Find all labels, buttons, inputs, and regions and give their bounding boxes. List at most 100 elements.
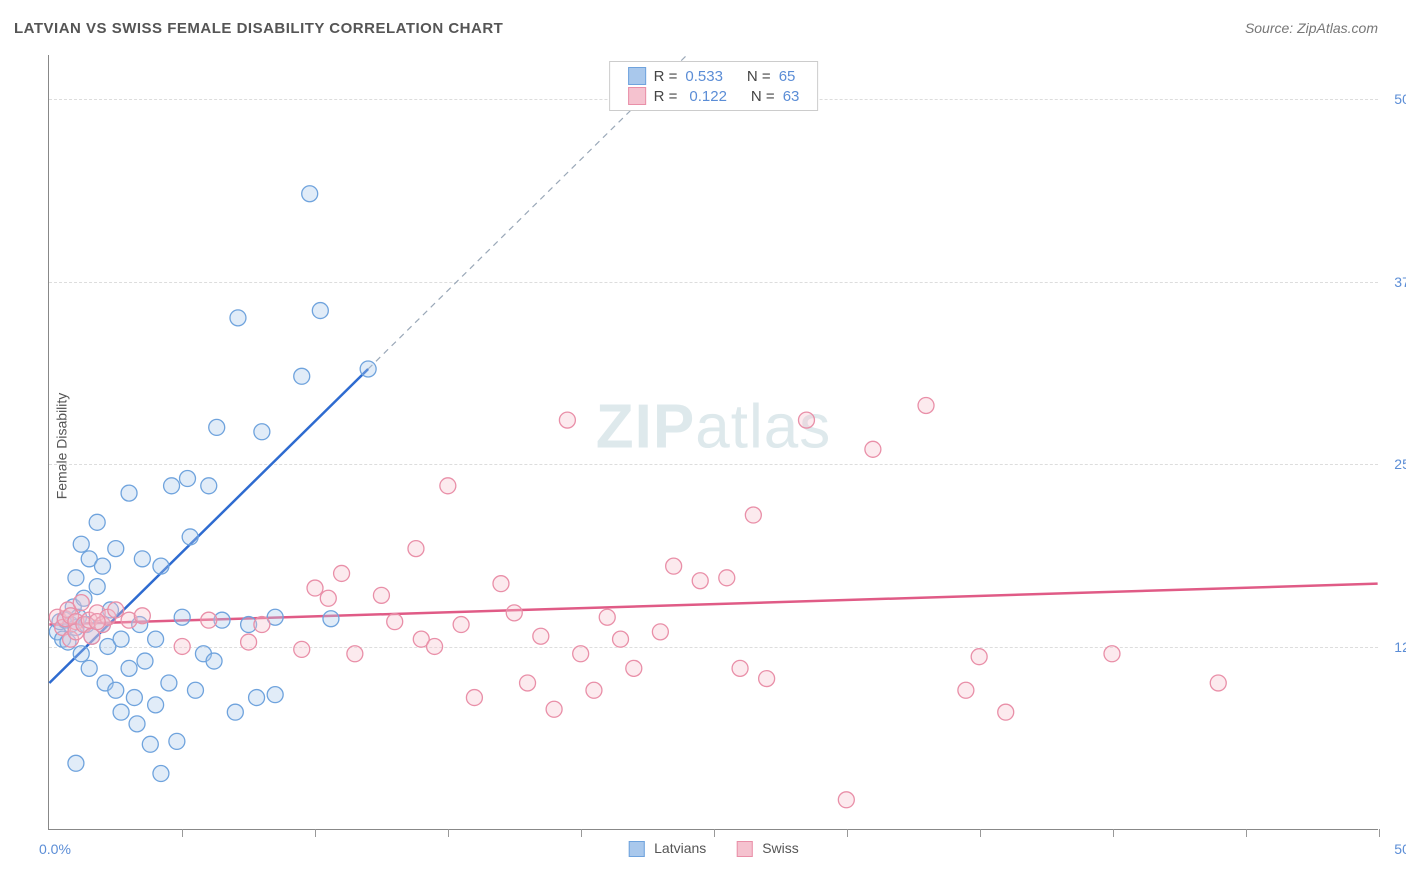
data-point-latvians	[187, 682, 203, 698]
source-attribution: Source: ZipAtlas.com	[1245, 20, 1378, 36]
n-value-latvians: 65	[779, 68, 796, 85]
data-point-swiss	[134, 608, 150, 624]
x-tick	[581, 829, 582, 837]
x-tick	[714, 829, 715, 837]
data-point-latvians	[134, 551, 150, 567]
x-tick	[448, 829, 449, 837]
data-point-swiss	[307, 580, 323, 596]
r-label: R =	[654, 68, 678, 85]
data-point-latvians	[89, 514, 105, 530]
data-point-swiss	[520, 675, 536, 691]
data-point-swiss	[971, 649, 987, 665]
data-point-latvians	[209, 419, 225, 435]
data-point-latvians	[113, 704, 129, 720]
legend-stats-swatch-latvians	[628, 67, 646, 85]
legend-label-swiss: Swiss	[762, 840, 799, 856]
data-point-latvians	[81, 660, 97, 676]
data-point-latvians	[137, 653, 153, 669]
data-point-latvians	[174, 609, 190, 625]
data-point-latvians	[161, 675, 177, 691]
y-tick-label: 25.0%	[1394, 456, 1406, 472]
data-point-swiss	[573, 646, 589, 662]
data-point-latvians	[126, 690, 142, 706]
data-point-swiss	[320, 590, 336, 606]
data-point-latvians	[360, 361, 376, 377]
data-point-latvians	[169, 733, 185, 749]
legend-swatch-swiss	[736, 841, 752, 857]
data-point-swiss	[918, 398, 934, 414]
legend-bottom: Latvians Swiss	[628, 840, 799, 857]
data-point-latvians	[302, 186, 318, 202]
data-point-latvians	[68, 570, 84, 586]
scatter-svg	[49, 55, 1378, 829]
data-point-swiss	[73, 595, 89, 611]
data-point-latvians	[182, 529, 198, 545]
data-point-swiss	[692, 573, 708, 589]
data-point-swiss	[958, 682, 974, 698]
legend-stats-box: R = 0.533 N = 65 R = 0.122 N = 63	[609, 61, 819, 111]
data-point-swiss	[201, 612, 217, 628]
data-point-latvians	[94, 558, 110, 574]
data-point-swiss	[745, 507, 761, 523]
data-point-swiss	[334, 565, 350, 581]
data-point-swiss	[613, 631, 629, 647]
data-point-swiss	[719, 570, 735, 586]
x-tick	[1379, 829, 1380, 837]
data-point-latvians	[121, 485, 137, 501]
plot-area: ZIPatlas 12.5%25.0%37.5%50.0% 0.0% 50.0%…	[48, 55, 1378, 830]
n-value-swiss: 63	[783, 88, 800, 105]
data-point-swiss	[798, 412, 814, 428]
legend-item-swiss: Swiss	[736, 840, 798, 857]
data-point-latvians	[254, 424, 270, 440]
data-point-swiss	[427, 638, 443, 654]
data-point-latvians	[121, 660, 137, 676]
data-point-latvians	[113, 631, 129, 647]
x-tick	[847, 829, 848, 837]
data-point-latvians	[108, 541, 124, 557]
legend-stats-swatch-swiss	[628, 87, 646, 105]
data-point-swiss	[493, 576, 509, 592]
legend-stats-row-latvians: R = 0.533 N = 65	[628, 66, 800, 86]
n-label: N =	[751, 88, 775, 105]
legend-stats-row-swiss: R = 0.122 N = 63	[628, 86, 800, 106]
legend-swatch-latvians	[628, 841, 644, 857]
data-point-swiss	[559, 412, 575, 428]
data-point-latvians	[73, 536, 89, 552]
data-point-latvians	[206, 653, 222, 669]
data-point-swiss	[254, 617, 270, 633]
data-point-latvians	[312, 303, 328, 319]
x-tick	[1113, 829, 1114, 837]
data-point-swiss	[533, 628, 549, 644]
data-point-latvians	[230, 310, 246, 326]
data-point-latvians	[164, 478, 180, 494]
data-point-latvians	[294, 368, 310, 384]
x-tick	[182, 829, 183, 837]
data-point-swiss	[586, 682, 602, 698]
data-point-swiss	[652, 624, 668, 640]
x-tick	[980, 829, 981, 837]
data-point-swiss	[599, 609, 615, 625]
data-point-latvians	[323, 611, 339, 627]
data-point-latvians	[89, 579, 105, 595]
data-point-swiss	[294, 641, 310, 657]
data-point-latvians	[68, 755, 84, 771]
legend-label-latvians: Latvians	[654, 840, 706, 856]
data-point-swiss	[732, 660, 748, 676]
data-point-latvians	[267, 687, 283, 703]
x-axis-min-label: 0.0%	[39, 841, 71, 857]
data-point-swiss	[626, 660, 642, 676]
data-point-latvians	[148, 631, 164, 647]
data-point-latvians	[249, 690, 265, 706]
data-point-latvians	[73, 646, 89, 662]
data-point-latvians	[180, 471, 196, 487]
data-point-latvians	[201, 478, 217, 494]
data-point-swiss	[174, 638, 190, 654]
data-point-swiss	[387, 614, 403, 630]
data-point-swiss	[241, 634, 257, 650]
data-point-swiss	[1104, 646, 1120, 662]
data-point-swiss	[408, 541, 424, 557]
y-tick-label: 37.5%	[1394, 274, 1406, 290]
y-tick-label: 50.0%	[1394, 91, 1406, 107]
data-point-latvians	[153, 766, 169, 782]
data-point-latvians	[142, 736, 158, 752]
